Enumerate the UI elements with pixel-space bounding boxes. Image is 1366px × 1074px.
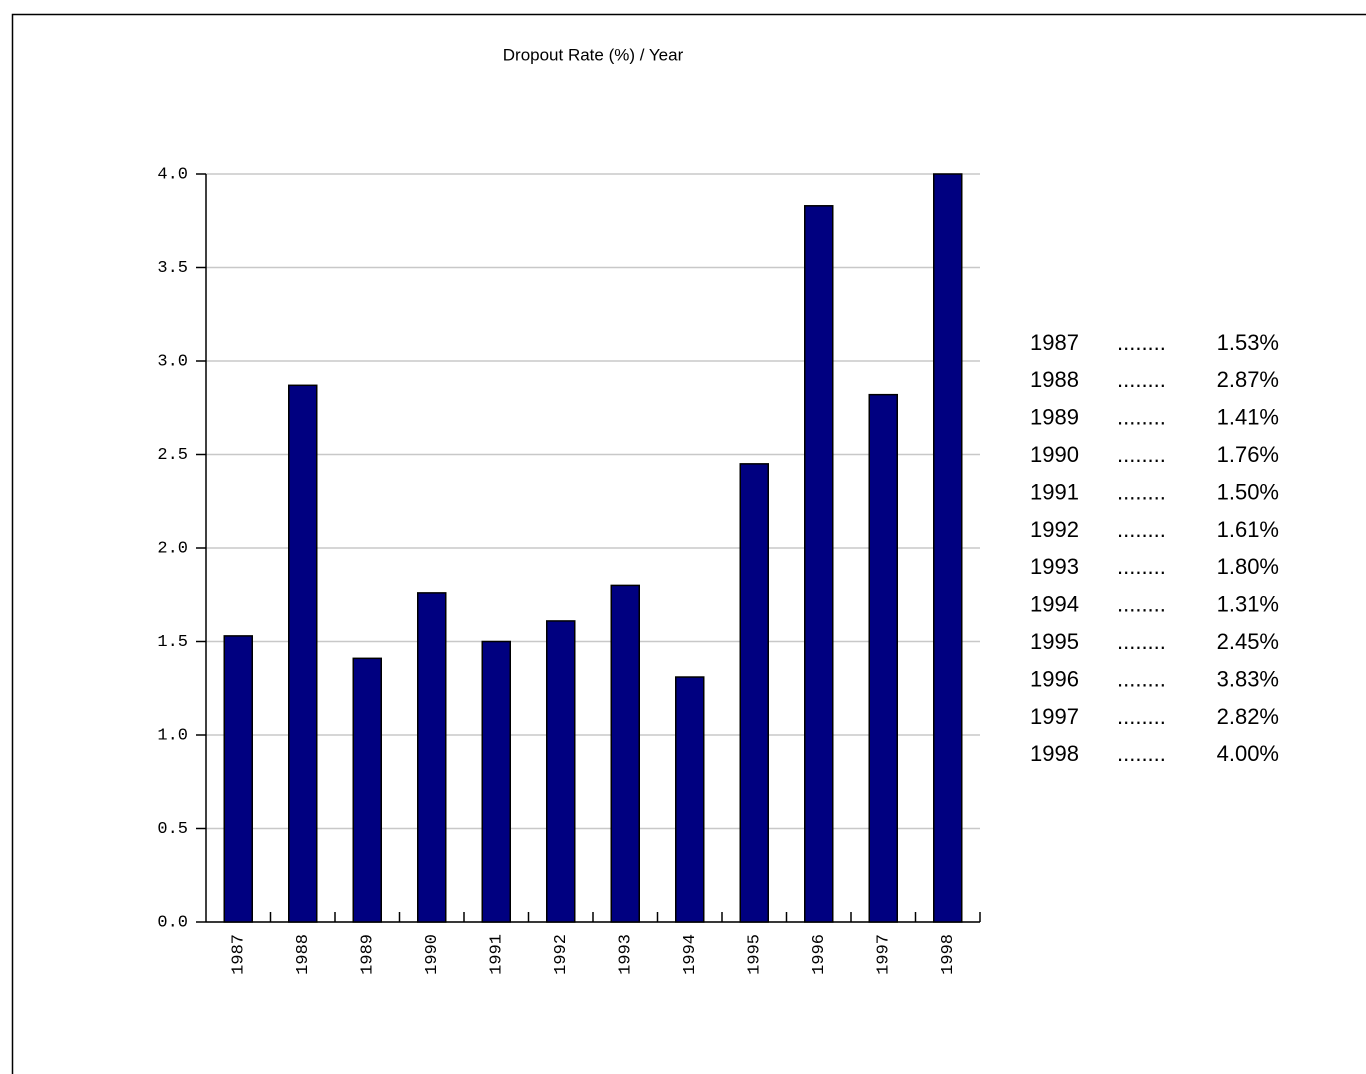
x-tick-label: 1993 <box>617 934 636 975</box>
y-tick-label: 2.0 <box>157 539 188 558</box>
bar <box>546 620 576 923</box>
y-tick-label: 0.5 <box>157 820 188 839</box>
legend-value: 2.82% <box>1217 704 1279 729</box>
legend-year: 1988 <box>1030 367 1079 392</box>
x-tick-label: 1987 <box>230 934 249 975</box>
bar <box>933 173 963 923</box>
legend-year: 1997 <box>1030 704 1079 729</box>
legend-year: 1998 <box>1030 741 1079 766</box>
legend-year: 1989 <box>1030 405 1079 430</box>
bar <box>804 205 834 923</box>
legend-value: 3.83% <box>1217 666 1279 691</box>
legend-year: 1995 <box>1030 629 1079 654</box>
legend-value: 1.61% <box>1217 517 1279 542</box>
legend-year: 1990 <box>1030 442 1079 467</box>
legend-value: 4.00% <box>1217 741 1279 766</box>
chart-title: Dropout Rate (%) / Year <box>503 45 684 64</box>
bar <box>675 676 705 923</box>
legend-year: 1987 <box>1030 330 1079 355</box>
bar <box>610 584 640 923</box>
legend-leader: ........ <box>1117 704 1166 729</box>
bar <box>352 657 382 923</box>
x-tick-label: 1998 <box>939 934 958 975</box>
legend-leader: ........ <box>1117 592 1166 617</box>
bar <box>739 463 769 923</box>
bar <box>868 393 898 923</box>
legend-leader: ........ <box>1117 554 1166 579</box>
x-tick-label: 1994 <box>681 934 700 975</box>
y-tick-label: 3.0 <box>157 352 188 371</box>
bar <box>417 592 447 923</box>
legend-value: 1.50% <box>1217 479 1279 504</box>
legend-value: 1.41% <box>1217 405 1279 430</box>
legend-value: 1.53% <box>1217 330 1279 355</box>
bar <box>481 640 511 923</box>
legend-leader: ........ <box>1117 666 1166 691</box>
legend-leader: ........ <box>1117 367 1166 392</box>
y-tick-label: 3.5 <box>157 259 188 278</box>
x-tick-label: 1990 <box>423 934 442 975</box>
legend-year: 1991 <box>1030 479 1079 504</box>
legend-leader: ........ <box>1117 517 1166 542</box>
bar <box>223 635 253 923</box>
legend-leader: ........ <box>1117 741 1166 766</box>
legend-year: 1994 <box>1030 592 1079 617</box>
x-tick-label: 1988 <box>294 934 313 975</box>
legend-value: 2.45% <box>1217 629 1279 654</box>
legend-value: 1.76% <box>1217 442 1279 467</box>
y-tick-label: 4.0 <box>157 165 188 184</box>
y-tick-label: 1.0 <box>157 726 188 745</box>
x-tick-label: 1995 <box>746 934 765 975</box>
x-tick-label: 1992 <box>552 934 571 975</box>
legend-year: 1992 <box>1030 517 1079 542</box>
legend-value: 1.80% <box>1217 554 1279 579</box>
x-tick-label: 1997 <box>875 934 894 975</box>
x-tick-label: 1996 <box>810 934 829 975</box>
legend-leader: ........ <box>1117 629 1166 654</box>
legend-year: 1996 <box>1030 666 1079 691</box>
x-tick-label: 1991 <box>488 934 507 975</box>
bar <box>288 384 318 923</box>
x-tick-label: 1989 <box>359 934 378 975</box>
legend-value: 2.87% <box>1217 367 1279 392</box>
legend-leader: ........ <box>1117 442 1166 467</box>
legend-year: 1993 <box>1030 554 1079 579</box>
y-tick-label: 2.5 <box>157 446 188 465</box>
legend-leader: ........ <box>1117 405 1166 430</box>
legend-leader: ........ <box>1117 330 1166 355</box>
legend-leader: ........ <box>1117 479 1166 504</box>
y-tick-label: 0.0 <box>157 913 188 932</box>
y-tick-label: 1.5 <box>157 633 188 652</box>
legend-value: 1.31% <box>1217 592 1279 617</box>
